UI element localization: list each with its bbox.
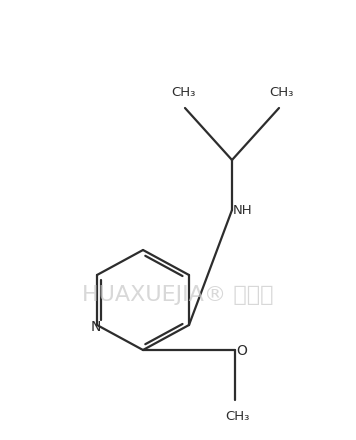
Text: O: O bbox=[236, 344, 247, 358]
Text: CH₃: CH₃ bbox=[225, 410, 249, 423]
Text: N: N bbox=[91, 320, 101, 334]
Text: NH: NH bbox=[233, 203, 253, 216]
Text: CH₃: CH₃ bbox=[171, 86, 195, 99]
Text: HUAXUEJIA® 化学加: HUAXUEJIA® 化学加 bbox=[82, 285, 274, 305]
Text: CH₃: CH₃ bbox=[269, 86, 293, 99]
